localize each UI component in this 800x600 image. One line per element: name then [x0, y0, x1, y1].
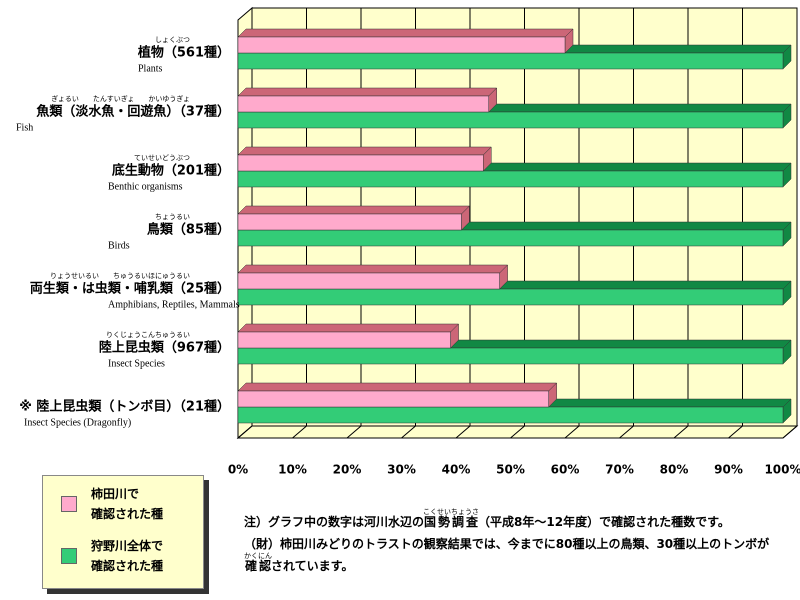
bar-top: [237, 205, 471, 215]
note-ruby-text: かくにん: [244, 552, 272, 560]
grid-line: [619, 8, 634, 439]
note-ruby-base: 確認: [244, 559, 272, 573]
x-tick-label: 30%: [387, 463, 416, 477]
bar-front: [237, 36, 566, 54]
bar: [237, 382, 558, 408]
category-label: 両生類・は虫類・哺乳類（25種）: [30, 281, 230, 297]
legend-label: 柿田川で 確認された種: [91, 487, 164, 521]
category-english: Insect Species (Dragonfly): [24, 417, 131, 428]
bar: [237, 146, 492, 172]
grid-line: [782, 8, 798, 439]
category-ruby: ぎょるい たんすいぎょ かいゆうぎょ: [51, 94, 190, 103]
note-ruby: 国勢調査こくせいちょうさ: [423, 508, 480, 529]
category-ruby: ちょうるい: [155, 213, 190, 221]
category-label: 植物（561種）: [137, 45, 230, 61]
category-label: 魚類（淡水魚・回遊魚）（37種）: [36, 104, 230, 120]
x-tick-label: 20%: [333, 463, 362, 477]
legend: 柿田川で 確認された種 狩野川全体で 確認された種: [42, 475, 204, 589]
x-tick-label: 50%: [496, 463, 525, 477]
note-ruby: 確認かくにん: [244, 552, 272, 573]
category-label: 陸上昆虫類（967種）: [99, 340, 230, 356]
legend-swatch: [61, 548, 77, 564]
x-tick-label: 40%: [442, 463, 471, 477]
bar-front: [237, 154, 484, 172]
bar-front: [237, 347, 784, 365]
grid-line: [564, 8, 580, 439]
x-tick-label: 0%: [228, 463, 248, 477]
category-english: Benthic organisms: [108, 181, 183, 192]
bar: [237, 103, 792, 129]
bar-front: [237, 406, 784, 424]
bar: [237, 205, 471, 231]
category-ruby: しょくぶつ: [155, 36, 190, 44]
x-tick-label: 90%: [714, 463, 743, 477]
category-english: Plants: [138, 63, 163, 74]
category-label: ※ 陸上昆虫類（トンボ目）（21種）: [19, 399, 230, 415]
legend-item: 柿田川で 確認された種: [61, 484, 163, 524]
bar-front: [237, 213, 462, 231]
bar-front: [237, 170, 784, 188]
bar-front: [237, 390, 549, 408]
category-ruby: ていせいどうぶつ: [134, 154, 190, 162]
bar: [237, 323, 460, 349]
bar-top: [237, 323, 460, 333]
grid-line: [673, 8, 689, 439]
x-tick-label: 10%: [278, 463, 307, 477]
bar: [237, 28, 574, 54]
x-tick-label: 60%: [551, 463, 580, 477]
bar-front: [237, 288, 784, 306]
x-tick-label: 100%: [764, 463, 800, 477]
legend-item: 狩野川全体で 確認された種: [61, 536, 163, 576]
category-english: Insect Species: [108, 358, 165, 369]
bar-top: [237, 146, 492, 156]
bar-top: [237, 28, 574, 38]
bar: [237, 280, 792, 306]
category-ruby: りくじょうこんちゅうるい: [106, 331, 190, 339]
category-english: Birds: [108, 240, 130, 251]
note-text: されています。: [271, 559, 354, 573]
note-text: （平成8年～12年度）で確認された種数です。: [478, 515, 730, 529]
bar-front: [237, 272, 500, 290]
bar-front: [237, 52, 784, 70]
x-tick-label: 80%: [660, 463, 689, 477]
bar-top: [237, 264, 509, 274]
grid-line: [728, 8, 743, 439]
bar-front: [237, 111, 784, 129]
note-ruby-base: 国勢調査: [423, 515, 480, 529]
x-tick-label: 70%: [605, 463, 634, 477]
bar-front: [237, 331, 451, 349]
legend-label: 狩野川全体で 確認された種: [91, 539, 164, 573]
bar-front: [237, 229, 784, 247]
notes: 注）グラフ中の数字は河川水辺の国勢調査こくせいちょうさ（平成8年～12年度）で確…: [244, 508, 794, 577]
note-ruby-text: こくせいちょうさ: [423, 508, 480, 516]
bar: [237, 264, 509, 290]
category-ruby: りょうせいるい ちゅうるいほにゅうるい: [50, 272, 190, 280]
category-english: Fish: [16, 122, 33, 133]
note: （財）柿田川みどりのトラストの観察結果では、今までに80種以上の鳥類、30種以上…: [244, 533, 794, 577]
bar-front: [237, 95, 489, 113]
note-text: 注）グラフ中の数字は河川水辺の: [244, 515, 425, 529]
category-label: 底生動物（201種）: [112, 163, 230, 179]
bar-top: [237, 87, 498, 97]
note-text: （財）柿田川みどりのトラストの観察結果では、今までに80種以上の鳥類、30種以上…: [244, 537, 770, 551]
note: 注）グラフ中の数字は河川水辺の国勢調査こくせいちょうさ（平成8年～12年度）で確…: [244, 508, 794, 533]
legend-swatch: [61, 496, 77, 512]
category-english: Amphibians, Reptiles, Mammals: [108, 299, 240, 310]
bar: [237, 87, 498, 113]
category-label: 鳥類（85種）: [147, 222, 230, 238]
grid-line: [510, 8, 525, 439]
bar-top: [237, 382, 558, 392]
